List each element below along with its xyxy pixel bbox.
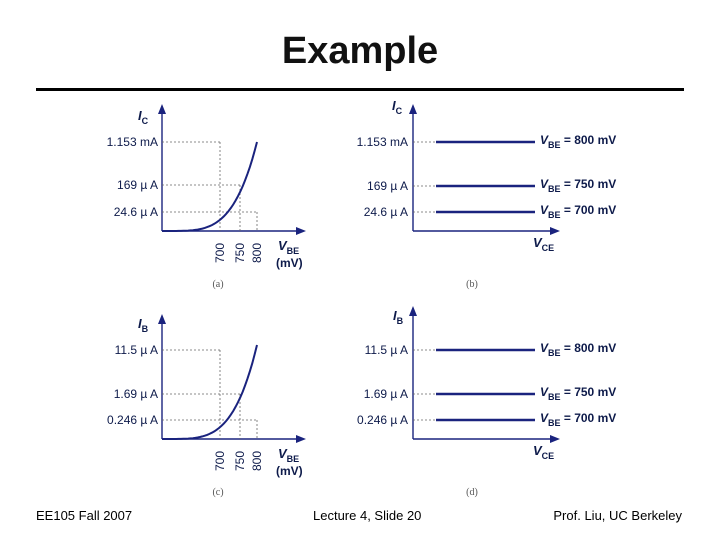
panel-a-curve xyxy=(162,141,258,232)
panel-b-x-arrow xyxy=(550,227,560,235)
panel-b-line-label: VBE = 800 mV xyxy=(540,133,616,150)
panel-d-line-label: VBE = 700 mV xyxy=(540,411,616,428)
panel-c-y-tick-label: 11.5 µ A xyxy=(115,343,158,357)
panel-b-x-axis-label: VCE xyxy=(533,235,554,253)
panel-c-curve xyxy=(162,344,258,440)
footer-course: EE105 Fall 2007 xyxy=(36,508,133,523)
panel-c-x-tick-label: 800 xyxy=(250,451,264,471)
panel-a-caption: (a) xyxy=(212,279,223,290)
panel-a-x-unit: (mV) xyxy=(276,256,303,270)
panel-a-x-tick-label: 750 xyxy=(233,243,247,263)
panel-d-x-arrow xyxy=(550,435,560,443)
panel-c-x-tick-label: 700 xyxy=(213,451,227,471)
footer-lecture: Lecture 4, Slide 20 xyxy=(313,508,422,523)
panel-c-x-axis-label: VBE xyxy=(278,446,299,464)
panel-d-y-axis-label: IB xyxy=(393,308,404,326)
panel-c-y-axis-label: IB xyxy=(138,316,149,334)
panel-b-y-tick-label: 169 µ A xyxy=(367,179,408,193)
panel-d-y-tick-label: 11.5 µ A xyxy=(365,343,408,357)
panel-b-y-tick-label: 1.153 mA xyxy=(357,135,408,149)
panel-d-line-label: VBE = 750 mV xyxy=(540,385,616,402)
panel-a-y-tick-label: 1.153 mA xyxy=(107,135,158,149)
slide-title: Example xyxy=(281,30,439,72)
panel-b-line-label: VBE = 750 mV xyxy=(540,177,616,194)
footer-author: Prof. Liu, UC Berkeley xyxy=(553,508,682,523)
panel-d-y-arrow xyxy=(409,306,417,316)
panel-a-y-tick-label: 169 µ A xyxy=(117,178,158,192)
panel-a-x-arrow xyxy=(296,227,306,235)
panel-c-y-tick-label: 1.69 µ A xyxy=(114,387,158,401)
panel-a-y-tick-label: 24.6 µ A xyxy=(114,205,158,219)
panel-b-y-axis-label: IC xyxy=(392,98,403,116)
title-divider xyxy=(36,88,684,91)
panel-c-caption: (c) xyxy=(212,487,223,498)
panel-a-x-tick-label: 800 xyxy=(250,243,264,263)
panel-d-caption: (d) xyxy=(466,487,478,498)
panel-b-y-tick-label: 24.6 µ A xyxy=(364,205,408,219)
panel-d-y-tick-label: 0.246 µ A xyxy=(357,413,408,427)
panel-c-x-arrow xyxy=(296,435,306,443)
panel-d-y-tick-label: 1.69 µ A xyxy=(364,387,408,401)
panel-a-x-axis-label: VBE xyxy=(278,238,299,256)
panel-b-caption: (b) xyxy=(466,279,478,290)
panel-c-y-arrow xyxy=(158,314,166,324)
panel-a-x-tick-label: 700 xyxy=(213,243,227,263)
panel-c-y-tick-label: 0.246 µ A xyxy=(107,413,158,427)
panel-c-x-unit: (mV) xyxy=(276,464,303,478)
panel-c-x-tick-label: 750 xyxy=(233,451,247,471)
panel-d-x-axis-label: VCE xyxy=(533,443,554,461)
panel-a-y-arrow xyxy=(158,104,166,114)
panel-a-y-axis-label: IC xyxy=(138,108,149,126)
panel-b-y-arrow xyxy=(409,104,417,114)
panel-d-line-label: VBE = 800 mV xyxy=(540,341,616,358)
panel-b-line-label: VBE = 700 mV xyxy=(540,203,616,220)
